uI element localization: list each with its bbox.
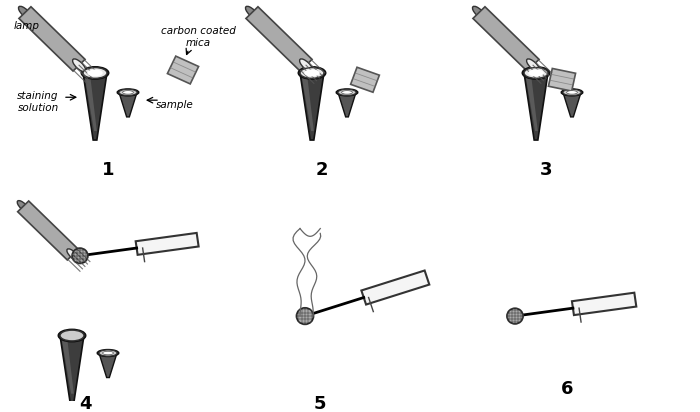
Ellipse shape	[81, 67, 108, 79]
Text: sample: sample	[156, 100, 194, 110]
Ellipse shape	[524, 68, 548, 78]
Ellipse shape	[58, 329, 86, 342]
Ellipse shape	[99, 350, 117, 356]
Polygon shape	[62, 340, 74, 394]
Ellipse shape	[338, 89, 356, 96]
Ellipse shape	[119, 89, 137, 96]
Polygon shape	[18, 201, 78, 260]
Ellipse shape	[60, 330, 84, 341]
Text: 2: 2	[316, 161, 328, 179]
Polygon shape	[548, 68, 575, 91]
Ellipse shape	[117, 89, 139, 96]
Ellipse shape	[97, 349, 119, 356]
Ellipse shape	[304, 70, 320, 77]
Polygon shape	[361, 271, 429, 304]
Ellipse shape	[88, 70, 103, 77]
Polygon shape	[473, 7, 539, 71]
Ellipse shape	[246, 6, 258, 19]
Ellipse shape	[298, 67, 326, 79]
Polygon shape	[524, 73, 548, 140]
Ellipse shape	[300, 59, 312, 72]
Polygon shape	[167, 56, 199, 84]
Polygon shape	[302, 77, 314, 131]
Text: 3: 3	[540, 161, 552, 179]
Ellipse shape	[528, 70, 544, 77]
Ellipse shape	[526, 59, 540, 72]
Polygon shape	[338, 92, 356, 117]
Ellipse shape	[18, 201, 29, 212]
Polygon shape	[300, 73, 324, 140]
Ellipse shape	[67, 249, 79, 260]
Text: carbon coated
mica: carbon coated mica	[160, 26, 235, 48]
Ellipse shape	[103, 351, 113, 355]
Polygon shape	[60, 335, 84, 403]
Ellipse shape	[507, 308, 523, 324]
Ellipse shape	[336, 89, 358, 96]
Ellipse shape	[473, 6, 485, 19]
Polygon shape	[99, 353, 117, 377]
Polygon shape	[563, 92, 581, 117]
Ellipse shape	[522, 67, 550, 79]
Polygon shape	[572, 293, 636, 315]
Ellipse shape	[83, 68, 107, 78]
Ellipse shape	[18, 6, 32, 19]
Ellipse shape	[297, 308, 314, 324]
Ellipse shape	[122, 91, 134, 94]
Ellipse shape	[342, 91, 352, 94]
Ellipse shape	[72, 248, 88, 264]
Ellipse shape	[300, 68, 324, 78]
Text: lamp: lamp	[14, 21, 40, 31]
Text: 1: 1	[102, 161, 114, 179]
Polygon shape	[119, 92, 137, 117]
Ellipse shape	[73, 59, 85, 72]
Polygon shape	[85, 77, 97, 131]
Text: 6: 6	[561, 380, 573, 398]
Polygon shape	[19, 7, 85, 71]
Ellipse shape	[566, 91, 578, 94]
Polygon shape	[136, 233, 199, 255]
Text: staining
solution: staining solution	[18, 91, 59, 113]
Ellipse shape	[563, 89, 581, 96]
Text: 4: 4	[78, 395, 91, 412]
Ellipse shape	[561, 89, 583, 96]
Text: 5: 5	[314, 395, 326, 412]
Polygon shape	[83, 73, 107, 140]
Polygon shape	[526, 77, 538, 131]
Polygon shape	[246, 7, 312, 71]
Polygon shape	[351, 67, 379, 92]
